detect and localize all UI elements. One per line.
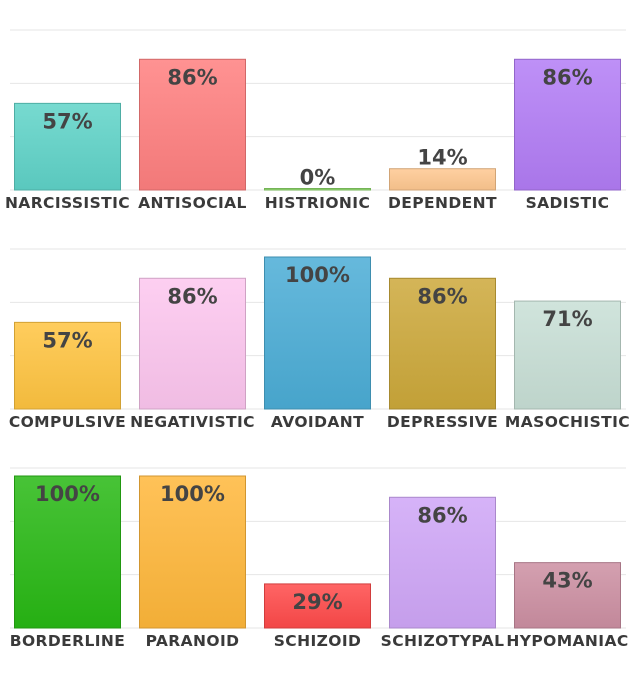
value-label-borderline: 100% (35, 482, 100, 506)
bar-avoidant (264, 256, 371, 410)
bar-depressive (389, 277, 496, 410)
category-label-antisocial: ANTISOCIAL (138, 194, 247, 212)
bar-schizotypal (389, 496, 496, 629)
value-label-masochistic: 71% (542, 307, 592, 331)
value-label-dependent: 14% (417, 146, 467, 170)
value-label-sadistic: 86% (542, 65, 592, 89)
value-label-schizoid: 29% (292, 590, 342, 614)
chart-panel-3: 100% BORDERLINE 100% PARANOID 29% SCHIZOID 86%… (10, 467, 628, 650)
value-label-schizotypal: 86% (417, 503, 467, 527)
category-label-avoidant: AVOIDANT (271, 413, 364, 431)
category-label-schizoid: SCHIZOID (274, 632, 362, 650)
category-label-hypomaniac: HYPOMANIAC (506, 632, 628, 650)
category-label-depressive: DEPRESSIVE (387, 413, 498, 431)
value-label-hypomaniac: 43% (542, 569, 592, 593)
bar-schizoid (264, 583, 371, 629)
bar-borderline (14, 475, 121, 629)
value-label-avoidant: 100% (285, 263, 350, 287)
category-label-histrionic: HISTRIONIC (265, 194, 370, 212)
chart-panel-1: 57% NARCISSISTIC 86% ANTISOCIAL 0% HISTRIONIC… (5, 29, 626, 212)
value-label-narcissistic: 57% (42, 109, 92, 133)
category-label-negativistic: NEGATIVISTIC (130, 413, 255, 431)
category-label-compulsive: COMPULSIVE (9, 413, 126, 431)
category-label-schizotypal: SCHIZOTYPAL (381, 632, 505, 650)
chart-panel-2: 57% COMPULSIVE 86% NEGATIVISTIC 100% AVOIDANT… (9, 248, 630, 431)
bar-narcissistic (14, 102, 121, 191)
category-label-borderline: BORDERLINE (10, 632, 126, 650)
bar-antisocial (139, 58, 246, 191)
bar-sadistic (514, 58, 621, 191)
bar-histrionic (264, 188, 371, 191)
value-label-paranoid: 100% (160, 482, 225, 506)
value-label-depressive: 86% (417, 284, 467, 308)
bar-negativistic (139, 277, 246, 410)
bar-compulsive (14, 321, 121, 410)
bar-masochistic (514, 300, 621, 410)
value-label-compulsive: 57% (42, 328, 92, 352)
bar-hypomaniac (514, 562, 621, 629)
value-label-antisocial: 86% (167, 65, 217, 89)
category-label-sadistic: SADISTIC (526, 194, 610, 212)
category-label-dependent: DEPENDENT (388, 194, 497, 212)
category-label-paranoid: PARANOID (146, 632, 240, 650)
value-label-negativistic: 86% (167, 284, 217, 308)
value-label-histrionic: 0% (300, 166, 336, 190)
category-label-narcissistic: NARCISSISTIC (5, 194, 130, 212)
bar-dependent (389, 168, 496, 191)
category-label-masochistic: MASOCHISTIC (505, 413, 630, 431)
bar-paranoid (139, 475, 246, 629)
